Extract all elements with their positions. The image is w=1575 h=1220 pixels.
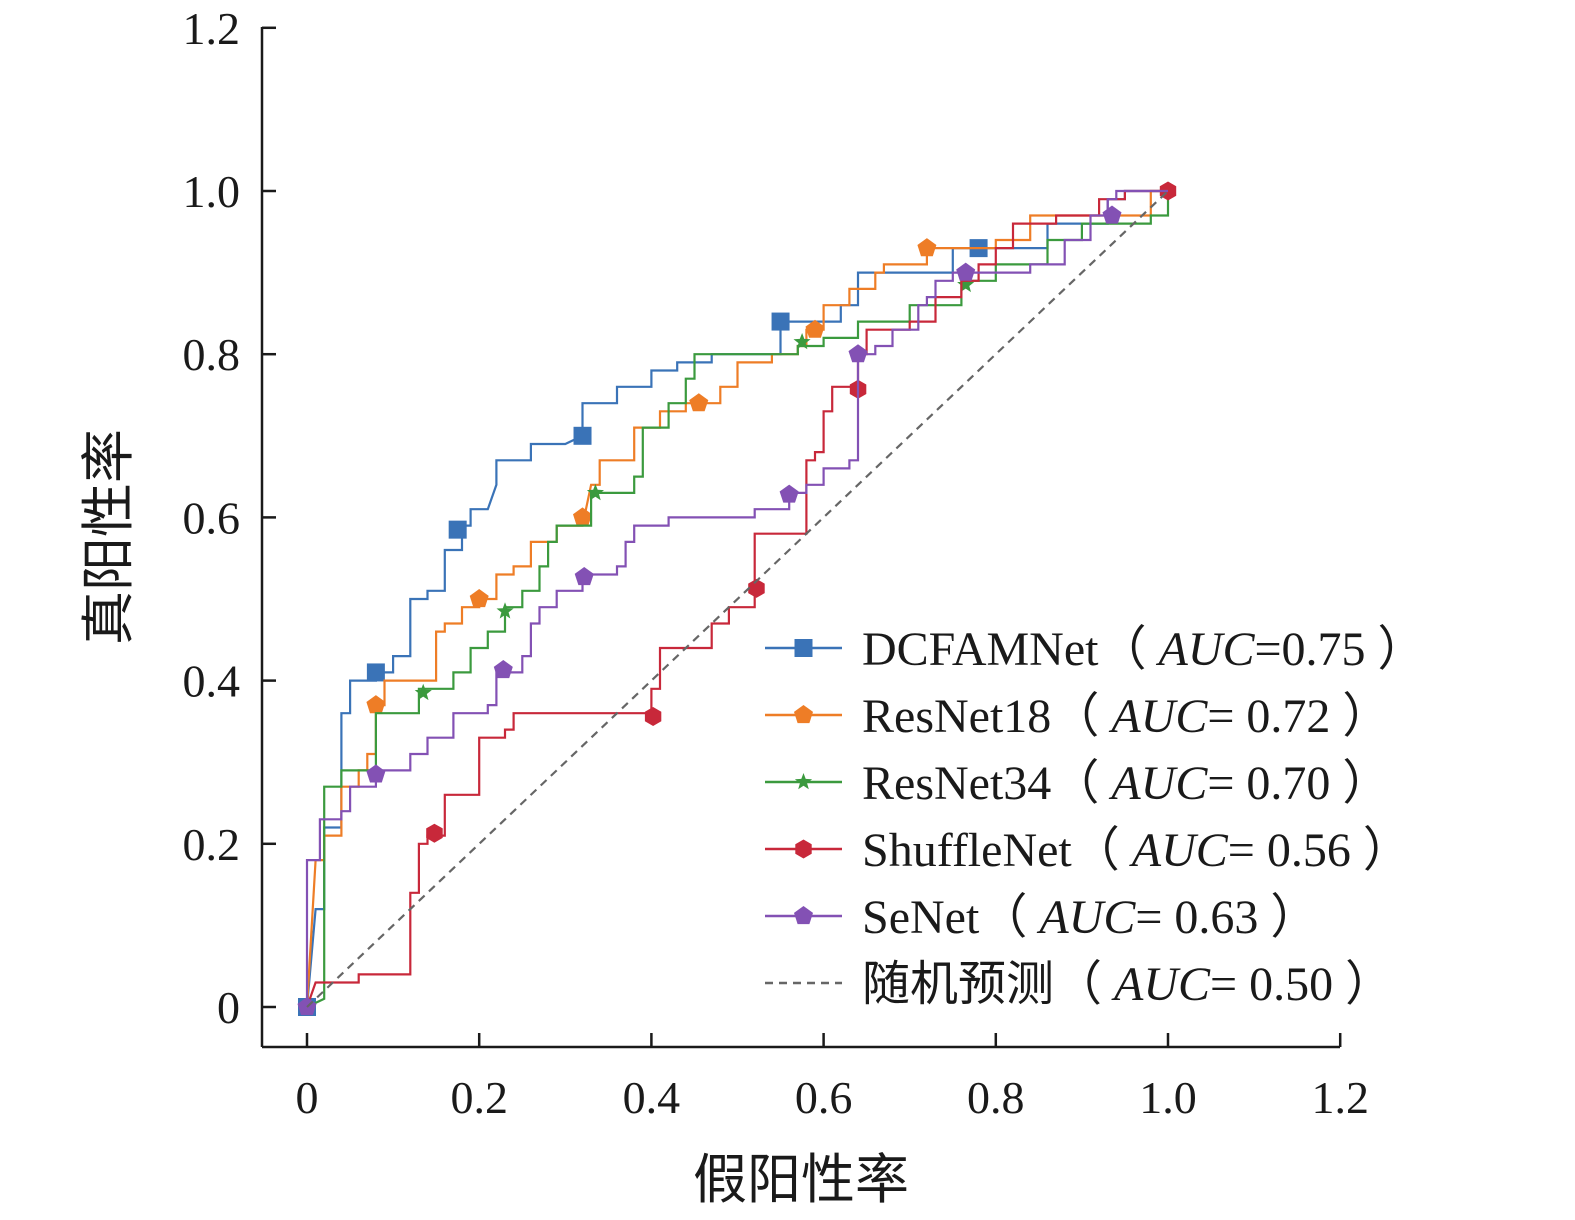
x-tick-label: 0.4: [623, 1072, 681, 1123]
legend-marker-senet: [794, 906, 813, 925]
y-tick-label: 1.0: [183, 166, 241, 217]
legend: DCFAMNet（ AUC=0.75 ） ResNet18（ AUC= 0.72 …: [765, 623, 1426, 1011]
y-tick-label: 1.2: [183, 3, 241, 54]
series-marker-resnet18: [573, 507, 592, 526]
y-tick-label: 0.8: [183, 329, 241, 380]
x-tick-label: 1.2: [1311, 1072, 1369, 1123]
legend-marker-shufflenet: [795, 839, 812, 859]
series-marker-shufflenet: [748, 578, 765, 598]
legend-label-resnet18: ResNet18（ AUC= 0.72 ）: [862, 690, 1390, 743]
legend-marker-dcfamnet: [794, 639, 813, 657]
series-resnet34: [306, 191, 1170, 1008]
series-marker-resnet18: [366, 695, 386, 714]
y-tick-label: 0.6: [183, 492, 241, 543]
series-shufflenet: [305, 181, 1177, 1008]
x-axis-title: 假阳性率: [693, 1150, 909, 1210]
legend-label-resnet34: ResNet34（ AUC= 0.70 ）: [862, 757, 1390, 810]
series-marker-senet: [956, 262, 976, 281]
legend-item-resnet34: ResNet34（ AUC= 0.70 ）: [765, 757, 1390, 810]
series-line-resnet34: [306, 191, 1170, 1008]
series-marker-resnet34: [496, 602, 514, 619]
series-senet: [297, 189, 1168, 1016]
y-tick-label: 0: [217, 982, 240, 1033]
series-marker-resnet18: [917, 238, 937, 257]
legend-item-series-5: 随机预测（ AUC= 0.50 ）: [765, 958, 1393, 1011]
plot-area: [297, 181, 1177, 1016]
x-tick-label: 0.8: [967, 1072, 1025, 1123]
series-marker-resnet18: [469, 589, 489, 608]
series-marker-shufflenet: [644, 707, 662, 726]
series-marker-senet: [779, 484, 799, 503]
legend-item-dcfamnet: DCFAMNet（ AUC=0.75 ）: [765, 623, 1426, 676]
series-marker-shufflenet: [426, 823, 443, 843]
series-marker-resnet34: [957, 275, 975, 293]
y-axis-title: 真阳性率: [79, 429, 139, 645]
series-marker-resnet34: [414, 683, 432, 701]
series-series-5: [306, 190, 1169, 1008]
series-marker-senet: [366, 764, 386, 783]
series-marker-senet: [493, 660, 513, 679]
legend-marker-resnet18: [794, 705, 813, 724]
axes: 0 0.2 0.4 0.6 0.8 1.0 1.2 0 0.2 0.4 0.6 0.8 1.0 1.2: [183, 3, 1369, 1123]
x-tick-label: 1.0: [1139, 1072, 1197, 1123]
series-line-series-5: [306, 190, 1169, 1008]
series-marker-resnet34: [586, 483, 604, 501]
x-tick-label: 0: [296, 1072, 319, 1123]
series-line-senet: [305, 189, 1168, 1007]
legend-label-senet: SeNet（ AUC= 0.63 ）: [862, 891, 1318, 944]
legend-label-dcfamnet: DCFAMNet（ AUC=0.75 ）: [862, 623, 1426, 676]
legend-label-shufflenet: ShuffleNet（ AUC= 0.56 ）: [862, 824, 1411, 877]
legend-item-senet: SeNet（ AUC= 0.63 ）: [765, 891, 1318, 944]
series-resnet18: [305, 189, 1168, 1008]
series-marker-dcfamnet: [573, 426, 592, 445]
legend-item-shufflenet: ShuffleNet（ AUC= 0.56 ）: [765, 824, 1411, 877]
series-marker-dcfamnet: [366, 663, 385, 682]
legend-item-resnet18: ResNet18（ AUC= 0.72 ）: [765, 690, 1390, 743]
x-tick-label: 0.6: [795, 1072, 853, 1123]
y-tick-label: 0.4: [183, 656, 241, 707]
series-marker-senet: [1102, 205, 1122, 224]
legend-label-series-5: 随机预测（ AUC= 0.50 ）: [862, 958, 1393, 1011]
y-tick-label: 0.2: [183, 819, 241, 870]
series-marker-senet: [574, 567, 594, 586]
legend-marker-resnet34: [794, 773, 813, 790]
series-marker-resnet18: [689, 393, 709, 412]
x-tick-label: 0.2: [450, 1072, 508, 1123]
series-marker-dcfamnet: [448, 520, 467, 539]
series-marker-resnet34: [793, 333, 811, 350]
series-marker-senet: [848, 344, 868, 363]
series-marker-resnet18: [805, 319, 825, 338]
series-marker-dcfamnet: [771, 312, 790, 331]
